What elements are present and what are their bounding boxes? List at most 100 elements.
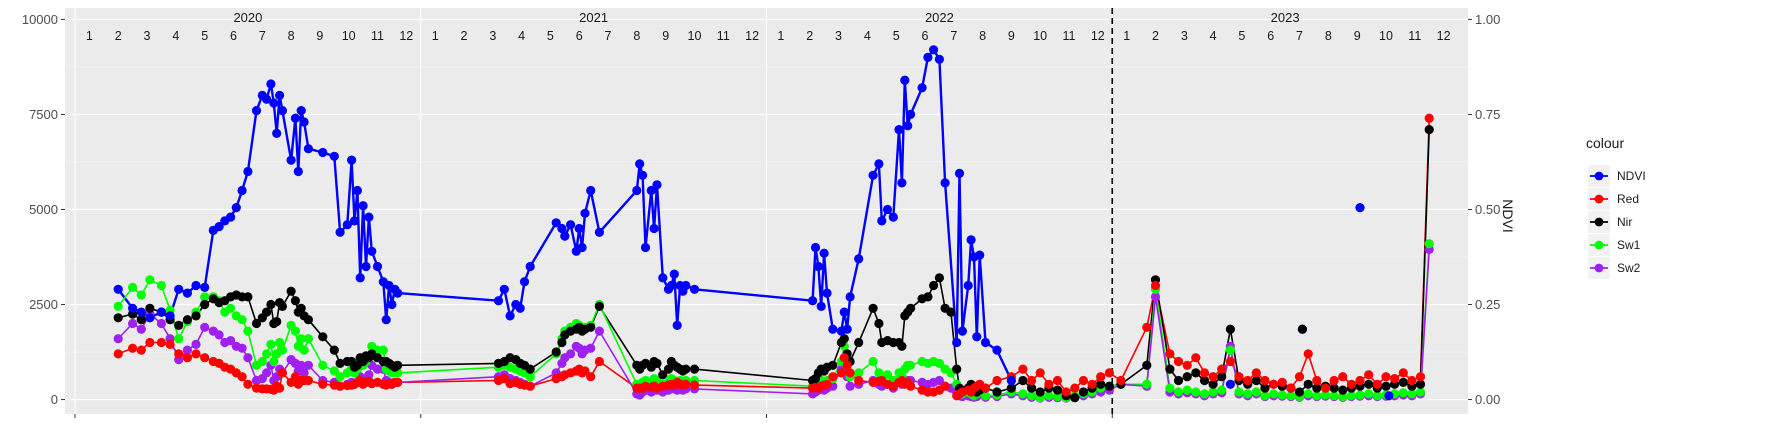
point-sw1	[243, 326, 253, 336]
point-red	[237, 372, 247, 382]
point-red	[1364, 370, 1374, 380]
point-sw1	[525, 372, 535, 382]
point-ndvi	[174, 284, 184, 294]
point-sw1	[1182, 385, 1192, 395]
point-sw2	[364, 370, 374, 380]
point-ndvi	[577, 242, 587, 253]
point-sw1	[1269, 389, 1279, 399]
point-ndvi	[672, 320, 682, 330]
point-ndvi	[669, 269, 679, 279]
month-label: 2	[806, 29, 813, 43]
point-red	[836, 368, 847, 378]
point-ndvi	[963, 280, 973, 291]
point-ndvi	[505, 311, 515, 321]
point-sw1	[1277, 390, 1287, 400]
point-red	[1182, 360, 1192, 370]
point-sw1	[1208, 387, 1218, 397]
point-ndvi	[635, 159, 645, 169]
point-nir	[828, 360, 838, 370]
point-sw1	[1320, 390, 1331, 400]
legend-item-nir: Nir	[1588, 211, 1632, 233]
y-right-tick-label: 0.75	[1475, 107, 1500, 122]
point-ndvi	[557, 223, 567, 234]
point-red	[828, 372, 838, 382]
point-red	[303, 375, 313, 386]
point-nir	[1096, 379, 1106, 389]
point-ndvi	[1384, 391, 1394, 401]
month-label: 12	[1091, 29, 1105, 43]
month-label: 4	[172, 29, 179, 43]
point-ndvi	[882, 204, 893, 215]
point-ndvi	[808, 296, 818, 306]
point-ndvi	[934, 54, 945, 64]
month-label: 10	[1033, 29, 1047, 43]
point-ndvi	[372, 261, 383, 272]
point-red	[1225, 356, 1235, 367]
month-labels: 1 2 3 4 5 6 7 8 9 10 11 12 1 2 3 4 5 6 7 8 9 10 11 12 1 2 3 4 5 6 7 8 9 1…	[86, 29, 1451, 43]
point-sw1	[335, 372, 345, 382]
point-ndvi	[952, 337, 962, 348]
point-nir	[874, 318, 884, 329]
point-red	[1078, 375, 1088, 386]
point-nir	[1225, 324, 1235, 334]
month-label: 8	[633, 29, 640, 43]
point-nir	[1173, 375, 1184, 386]
year-labels: 2020 2021 2022 2023	[233, 10, 1299, 25]
point-red	[1199, 368, 1210, 378]
point-sw1	[266, 339, 276, 349]
point-nir	[277, 301, 287, 311]
point-ndvi	[681, 280, 691, 291]
point-ndvi	[1225, 379, 1235, 389]
y-tick-label: 5000	[29, 202, 58, 217]
month-label: 7	[950, 29, 957, 43]
points-group	[113, 45, 1434, 403]
point-red	[1286, 383, 1296, 393]
month-label: 3	[1181, 29, 1188, 43]
month-label: 9	[662, 29, 669, 43]
point-ndvi	[191, 280, 201, 291]
point-red	[1320, 383, 1331, 393]
point-ndvi	[515, 303, 525, 313]
month-label: 3	[489, 29, 496, 43]
point-ndvi	[318, 147, 328, 158]
point-ndvi	[854, 254, 864, 264]
point-red	[1260, 375, 1270, 386]
legend-key-point	[1594, 217, 1604, 227]
point-ndvi	[493, 296, 504, 306]
point-ndvi	[874, 159, 884, 169]
month-label: 1	[86, 29, 93, 43]
point-red	[1104, 368, 1114, 378]
month-label: 7	[1296, 29, 1303, 43]
legend-title: colour	[1586, 135, 1624, 151]
month-label: 7	[605, 29, 612, 43]
point-nir	[1035, 387, 1045, 397]
point-ndvi	[293, 166, 303, 177]
point-nir	[1364, 379, 1374, 389]
point-sw2	[182, 345, 192, 355]
y-right-tick-label: 0.00	[1475, 392, 1500, 407]
point-nir	[1208, 379, 1218, 389]
point-sw1	[1018, 389, 1028, 399]
point-nir	[272, 317, 282, 327]
point-sw1	[303, 334, 313, 344]
point-red	[525, 381, 535, 391]
point-red	[681, 379, 691, 389]
point-sw1	[854, 368, 864, 378]
point-red	[822, 379, 832, 389]
point-red	[1415, 372, 1426, 382]
point-red	[1052, 375, 1063, 386]
point-ndvi	[580, 208, 590, 218]
point-ndvi	[335, 227, 345, 237]
point-ndvi	[868, 170, 878, 180]
point-ndvi	[816, 301, 826, 311]
point-sw1	[257, 356, 267, 367]
point-red	[1329, 375, 1339, 386]
point-red	[1407, 375, 1417, 386]
point-nir	[335, 358, 345, 368]
point-ndvi	[358, 201, 368, 211]
point-sw1	[1407, 389, 1417, 399]
month-label: 5	[201, 29, 208, 43]
legend-label: Red	[1617, 192, 1639, 206]
point-nir	[681, 364, 691, 374]
point-sw1	[299, 345, 309, 355]
